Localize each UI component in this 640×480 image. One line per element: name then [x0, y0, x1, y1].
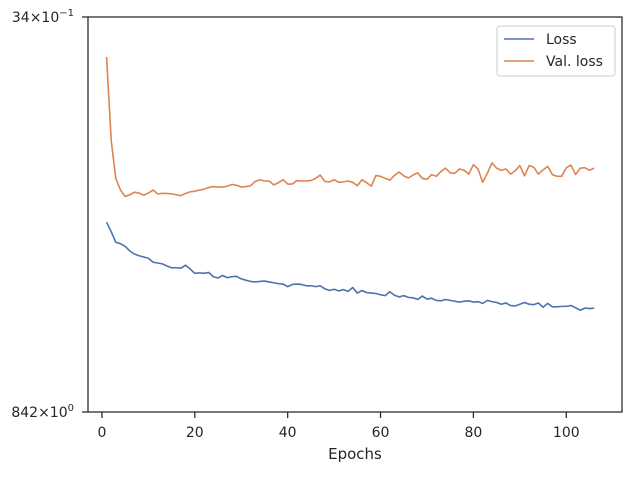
- x-tick-label: 0: [97, 425, 106, 441]
- y-tick-label-bottom: 842×100: [11, 403, 74, 421]
- series-line-loss: [105, 221, 595, 312]
- x-tick-label: 40: [279, 425, 297, 441]
- x-tick-label: 20: [186, 425, 204, 441]
- series-line-val-loss: [105, 56, 595, 198]
- legend-label-loss: Loss: [546, 32, 577, 48]
- x-tick-label: 80: [464, 425, 482, 441]
- x-axis-ticks: 0 20 40 60 80 100: [97, 412, 580, 441]
- y-tick-label-top: 34×10−1: [12, 8, 74, 26]
- x-tick-label: 60: [372, 425, 390, 441]
- series-layer: [105, 56, 595, 312]
- y-axis-ticks: 34×10−1 842×100: [11, 8, 88, 421]
- x-tick-label: 100: [553, 425, 580, 441]
- plot-frame: [87, 16, 623, 413]
- x-axis-title: Epochs: [328, 445, 382, 463]
- legend: Loss Val. loss: [496, 25, 616, 77]
- legend-label-val-loss: Val. loss: [546, 54, 603, 70]
